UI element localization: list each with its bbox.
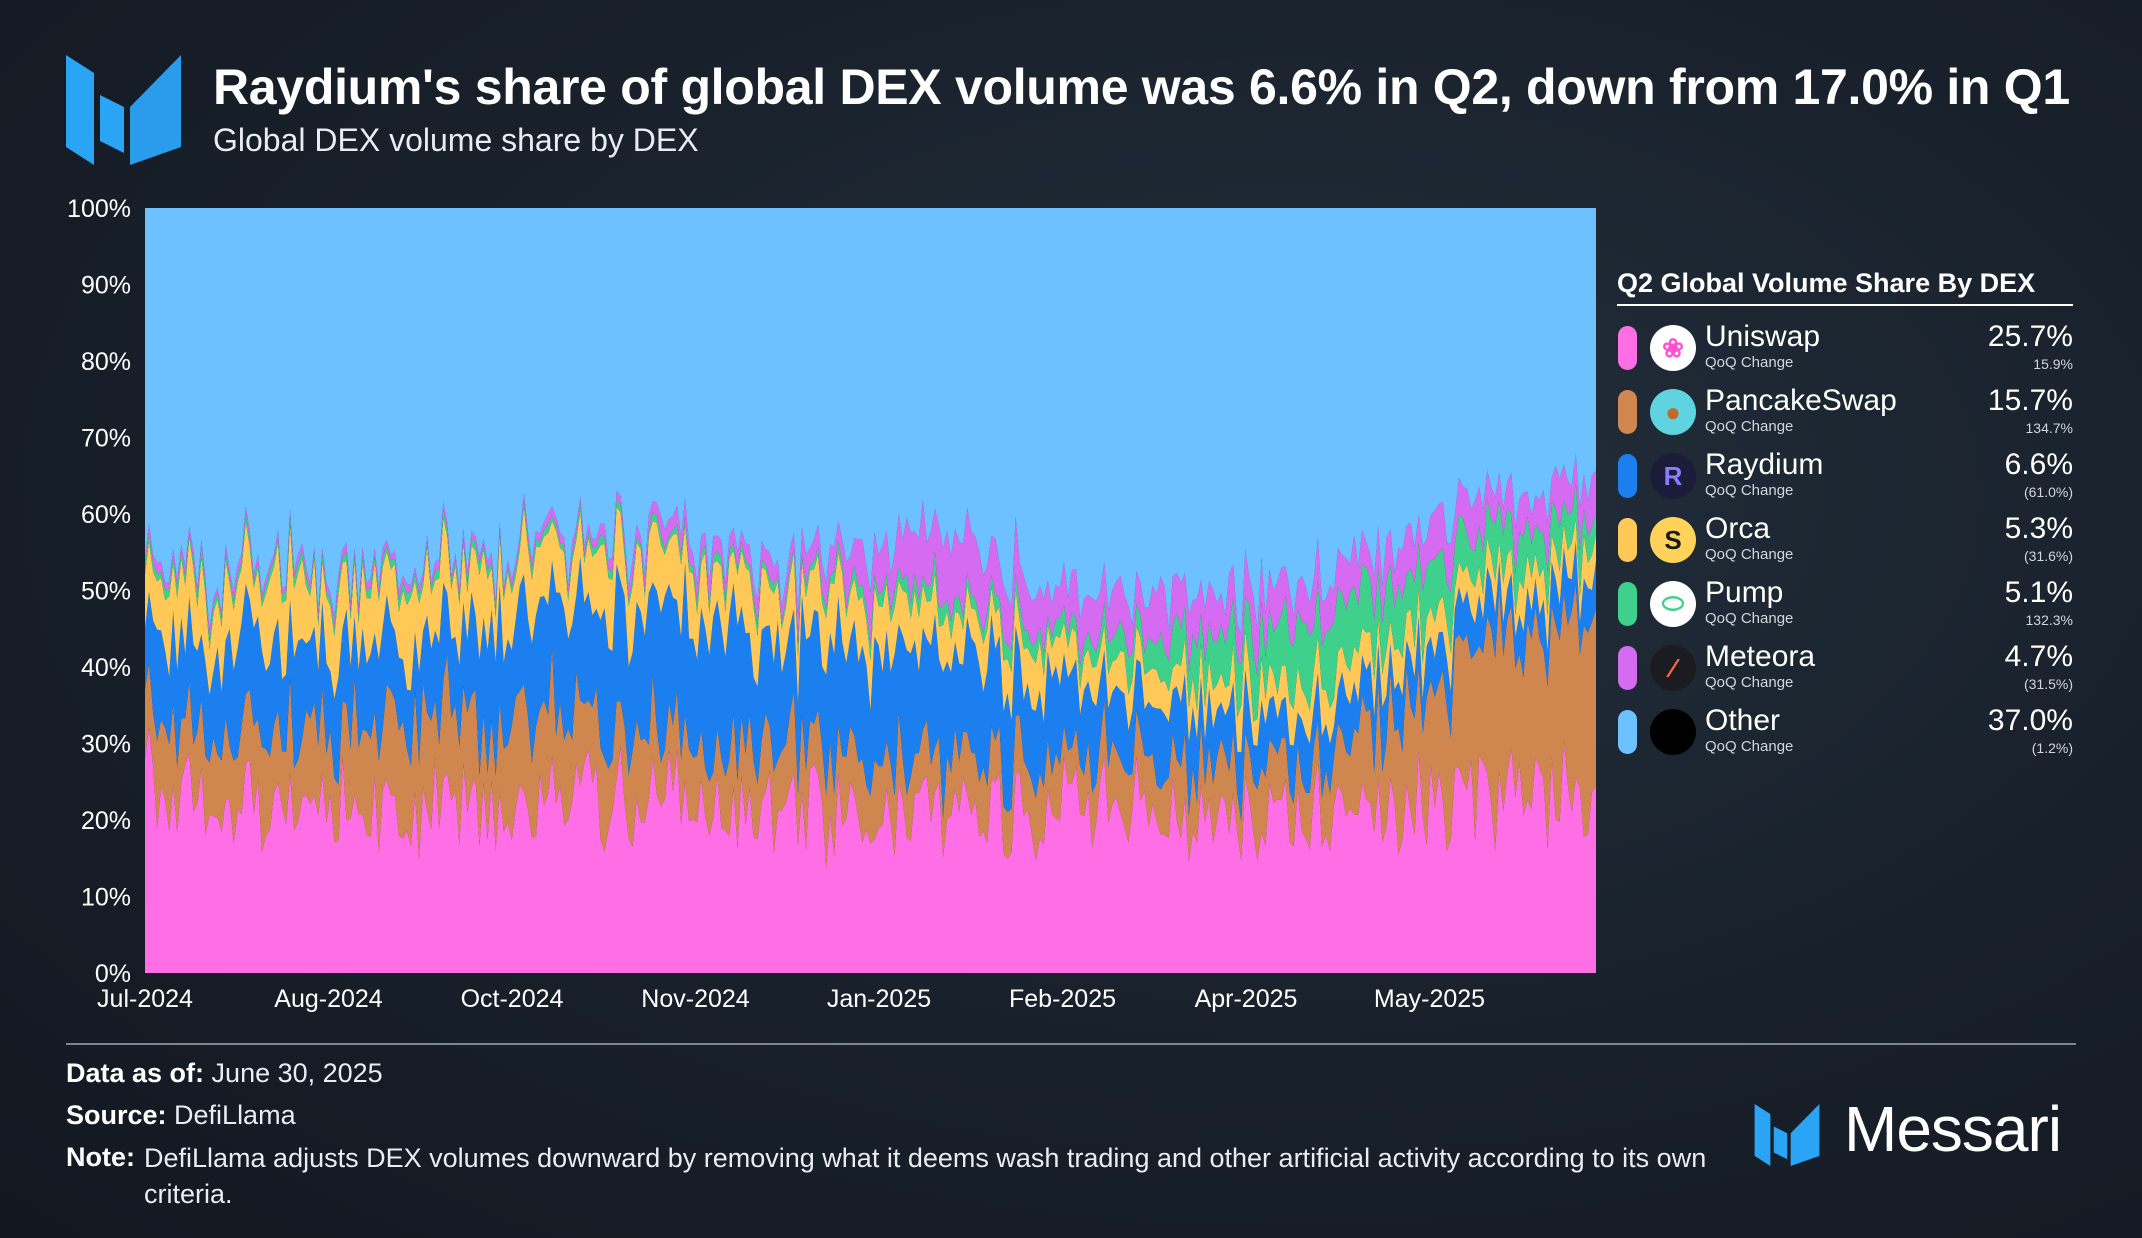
legend-swatch	[1618, 390, 1637, 434]
x-tick-label: May-2025	[1374, 985, 1485, 1013]
legend-share: 5.3%	[2004, 512, 2073, 545]
legend-name: Uniswap	[1705, 320, 1821, 353]
messari-brand: Messari	[1754, 1093, 2074, 1168]
legend-swatch	[1618, 582, 1637, 626]
messari-wordmark: Messari	[1844, 1093, 2062, 1165]
legend-item-other: Other QoQ Change 37.0% (1.2%)	[1617, 698, 2073, 762]
area-uniswap	[145, 727, 1596, 973]
legend-item-uniswap: ❀ Uniswap QoQ Change 25.7% 15.9%	[1617, 314, 2073, 378]
legend-change: 132.3%	[2025, 612, 2073, 628]
orca-icon: S	[1650, 517, 1696, 563]
raydium-icon: R	[1650, 453, 1696, 499]
legend-name: Meteora	[1705, 640, 1816, 673]
x-tick-label: Jan-2025	[827, 985, 931, 1013]
data-as-of-value: June 30, 2025	[204, 1058, 383, 1088]
legend-swatch	[1618, 646, 1637, 690]
x-axis: Jul-2024 Aug-2024 Oct-2024 Nov-2024 Jan-2025…	[97, 985, 1485, 1013]
y-tick-label: 30%	[81, 731, 131, 759]
chart-areas	[145, 208, 1596, 973]
legend-sub-label: QoQ Change	[1705, 418, 1794, 435]
y-axis: 0% 10% 20% 30% 40% 50% 60% 70% 80% 90% 100%	[67, 195, 131, 988]
legend-sub-label: QoQ Change	[1705, 546, 1794, 563]
y-tick-label: 60%	[81, 501, 131, 529]
pancakeswap-icon: ●	[1650, 389, 1696, 435]
chart-subtitle: Global DEX volume share by DEX	[213, 122, 699, 158]
x-tick-label: Aug-2024	[274, 985, 383, 1013]
legend-name: Orca	[1705, 512, 1771, 545]
legend-swatch	[1618, 518, 1637, 562]
other-icon	[1650, 709, 1696, 755]
legend-name: Pump	[1705, 576, 1784, 609]
y-tick-label: 40%	[81, 654, 131, 682]
legend-sub-label: QoQ Change	[1705, 354, 1794, 371]
y-tick-label: 10%	[81, 884, 131, 912]
x-tick-label: Apr-2025	[1195, 985, 1298, 1013]
legend-item-pump: ⬭ Pump QoQ Change 5.1% 132.3%	[1617, 570, 2073, 634]
area-meteora	[145, 454, 1596, 677]
legend-change: (31.6%)	[2023, 548, 2073, 564]
note-text: DefiLlama adjusts DEX volumes downward b…	[144, 1143, 1707, 1209]
legend-sub-label: QoQ Change	[1705, 674, 1794, 691]
legend-share: 15.7%	[1987, 384, 2073, 417]
y-tick-label: 0%	[95, 960, 131, 988]
y-tick-label: 70%	[81, 425, 131, 453]
y-tick-label: 50%	[81, 578, 131, 606]
x-tick-label: Nov-2024	[641, 985, 749, 1013]
x-tick-label: Jul-2024	[97, 985, 193, 1013]
legend: Q2 Global Volume Share By DEX ❀ Uniswap Qo…	[1617, 268, 2073, 762]
legend-item-meteora: ∕ Meteora QoQ Change 4.7% (31.5%)	[1617, 634, 2073, 698]
area-orca	[145, 506, 1596, 753]
legend-share: 25.7%	[1987, 320, 2073, 353]
y-tick-label: 20%	[81, 807, 131, 835]
legend-name: PancakeSwap	[1705, 384, 1897, 417]
area-raydium	[145, 541, 1596, 823]
area-other	[145, 208, 1596, 634]
legend-share: 4.7%	[2004, 640, 2073, 673]
data-as-of-label: Data as of:	[66, 1058, 205, 1088]
legend-share: 5.1%	[2004, 576, 2073, 609]
legend-change: (61.0%)	[2023, 484, 2073, 500]
source-value: DefiLlama	[166, 1100, 296, 1130]
legend-item-raydium: R Raydium QoQ Change 6.6% (61.0%)	[1617, 442, 2073, 506]
source-label: Source:	[66, 1100, 167, 1130]
uniswap-icon: ❀	[1650, 325, 1696, 371]
pump-icon: ⬭	[1650, 581, 1696, 627]
legend-swatch	[1618, 710, 1637, 754]
legend-change: 134.7%	[2025, 420, 2073, 436]
area-pancakeswap	[145, 584, 1596, 868]
legend-change: (31.5%)	[2023, 676, 2073, 692]
meteora-icon: ∕	[1650, 645, 1696, 691]
legend-swatch	[1618, 454, 1637, 498]
note-label-wrap: Note:	[66, 1142, 135, 1173]
legend-name: Raydium	[1705, 448, 1824, 481]
legend-swatch	[1618, 326, 1637, 370]
x-tick-label: Oct-2024	[461, 985, 564, 1013]
legend-share: 37.0%	[1987, 704, 2073, 737]
x-tick-label: Feb-2025	[1009, 985, 1116, 1013]
legend-change: 15.9%	[2033, 356, 2073, 372]
legend-item-pancakeswap: ● PancakeSwap QoQ Change 15.7% 134.7%	[1617, 378, 2073, 442]
legend-share: 6.6%	[2004, 448, 2073, 481]
footer-divider	[66, 1043, 2076, 1045]
messari-logo-icon	[66, 55, 181, 165]
legend-title: Q2 Global Volume Share By DEX	[1617, 268, 2073, 306]
chart-title: Raydium's share of global DEX volume was…	[213, 59, 2070, 115]
messari-brand-icon	[1754, 1104, 1820, 1166]
data-as-of: Data as of: June 30, 2025	[66, 1058, 383, 1089]
source: Source: DefiLlama	[66, 1100, 296, 1131]
legend-change: (1.2%)	[2031, 740, 2073, 756]
legend-item-orca: S Orca QoQ Change 5.3% (31.6%)	[1617, 506, 2073, 570]
legend-sub-label: QoQ Change	[1705, 610, 1794, 627]
legend-sub-label: QoQ Change	[1705, 482, 1794, 499]
y-tick-label: 100%	[67, 195, 131, 223]
note-label: Note:	[66, 1142, 135, 1172]
legend-name: Other	[1705, 704, 1781, 737]
y-tick-label: 80%	[81, 348, 131, 376]
legend-sub-label: QoQ Change	[1705, 738, 1794, 755]
y-tick-label: 90%	[81, 272, 131, 300]
